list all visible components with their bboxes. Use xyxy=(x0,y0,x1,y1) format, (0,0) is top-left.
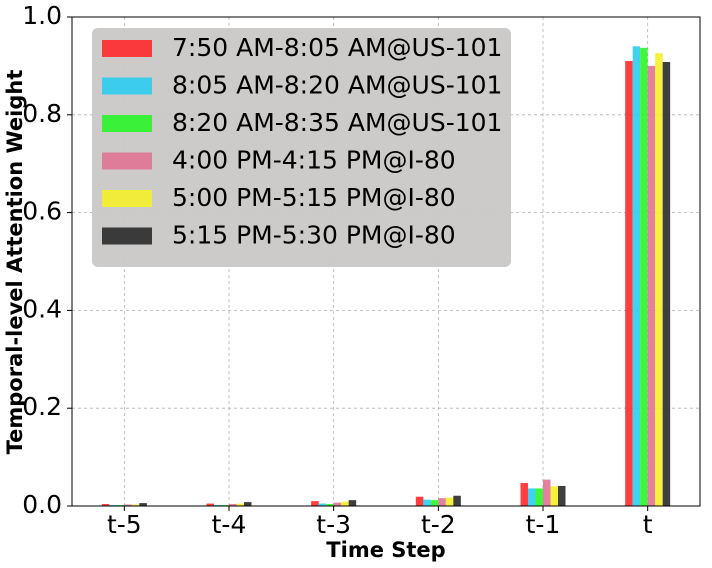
bar xyxy=(326,504,334,506)
plot-frame xyxy=(71,16,701,507)
bar xyxy=(244,502,252,506)
legend-swatch xyxy=(102,190,152,207)
legend-label: 4:00 PM-4:15 PM@I-80 xyxy=(172,146,456,175)
bar xyxy=(236,503,244,506)
legend-swatch xyxy=(102,227,152,245)
bar xyxy=(520,483,528,506)
bar xyxy=(318,503,327,506)
bar xyxy=(423,499,431,506)
bar xyxy=(550,486,558,506)
bar xyxy=(333,502,342,506)
bar xyxy=(543,479,551,506)
x-tick-label: t-3 xyxy=(316,510,351,539)
x-tick-label: t-5 xyxy=(107,510,142,539)
bar xyxy=(662,61,671,506)
x-axis-label: Time Step xyxy=(326,538,445,562)
bar xyxy=(625,61,633,506)
y-tick-label: 0.0 xyxy=(22,490,62,519)
bar xyxy=(206,503,214,506)
y-tick-label: 0.4 xyxy=(22,294,62,323)
legend: 7:50 AM-8:05 AM@US-101 8:05 AM-8:20 AM@US… xyxy=(92,28,511,267)
bar xyxy=(655,53,663,506)
x-tick-label: t-2 xyxy=(421,510,456,539)
bar xyxy=(528,488,536,506)
bar xyxy=(647,65,656,507)
bar xyxy=(430,500,439,506)
legend-swatch xyxy=(102,115,152,132)
bar xyxy=(229,504,237,506)
bar xyxy=(131,504,140,506)
x-tick-label: t-1 xyxy=(526,510,561,539)
y-axis-label: Temporal-level Attention Weight xyxy=(3,70,27,455)
x-tick-label: t-4 xyxy=(212,510,247,539)
bar xyxy=(438,498,446,506)
bar xyxy=(445,497,454,506)
bar xyxy=(453,495,461,506)
legend-label: 8:05 AM-8:20 AM@US-101 xyxy=(172,71,502,100)
legend-label: 8:20 AM-8:35 AM@US-101 xyxy=(172,108,502,137)
bar xyxy=(558,485,566,506)
legend-swatch xyxy=(102,40,152,57)
bar xyxy=(348,500,357,506)
legend-label: 7:50 AM-8:05 AM@US-101 xyxy=(172,33,502,62)
legend-swatch xyxy=(102,152,152,170)
bar xyxy=(535,488,543,506)
bar xyxy=(341,501,349,506)
bar xyxy=(124,504,132,506)
legend-label: 5:15 PM-5:30 PM@I-80 xyxy=(172,221,456,250)
bar xyxy=(640,47,648,506)
y-tick-label: 1.0 xyxy=(22,1,62,30)
bar xyxy=(311,501,319,506)
y-tick-label: 0.8 xyxy=(22,99,62,128)
legend-box xyxy=(92,28,511,267)
y-tick-label: 0.6 xyxy=(22,197,62,226)
legend-label: 5:00 PM-5:15 PM@I-80 xyxy=(172,183,456,212)
y-tick-label: 0.2 xyxy=(22,392,62,421)
legend-swatch xyxy=(102,77,152,95)
bar xyxy=(632,46,641,507)
bar xyxy=(415,496,424,506)
bar xyxy=(101,504,110,506)
bar xyxy=(139,503,147,506)
x-tick-label: t xyxy=(643,510,653,539)
